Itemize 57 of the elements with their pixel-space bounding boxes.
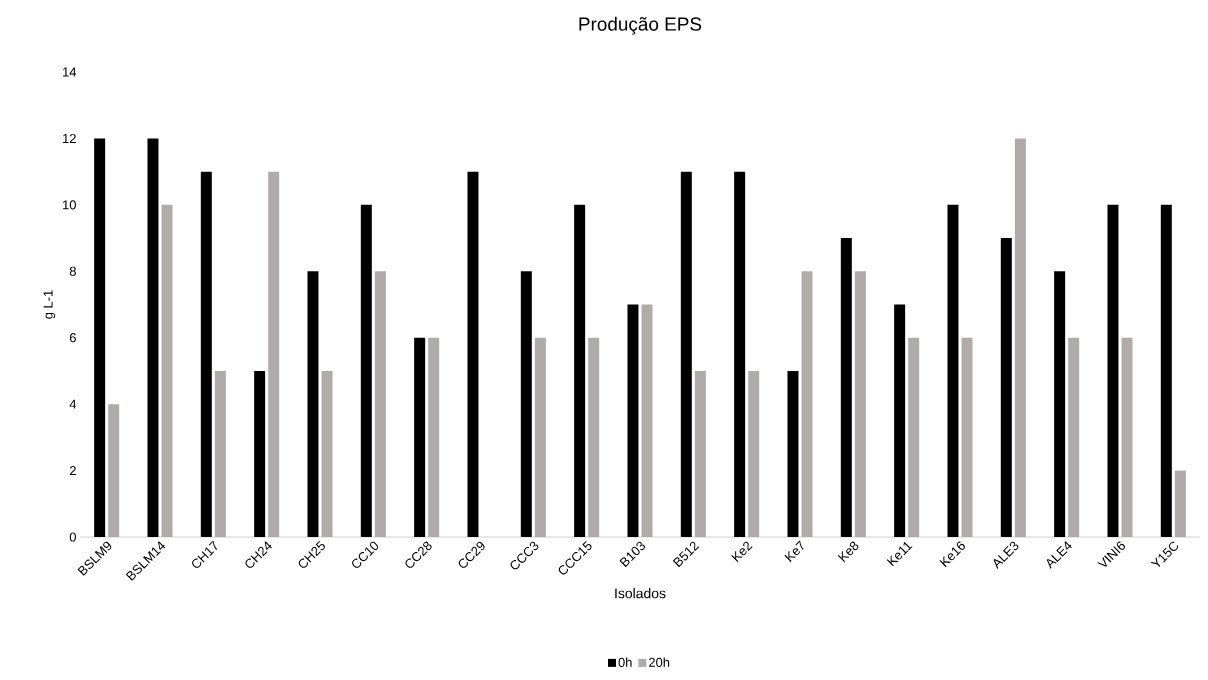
bar (1054, 271, 1066, 537)
bar (854, 271, 866, 537)
legend-label: 0h (618, 657, 632, 667)
bar (801, 271, 813, 537)
bar (1121, 337, 1133, 537)
bar (94, 138, 106, 537)
bar (908, 337, 920, 537)
bar (1160, 204, 1172, 537)
bar (961, 337, 973, 537)
y-tick-label: 10 (63, 200, 76, 210)
y-tick-label: 6 (69, 333, 76, 343)
x-tick-label: Ke8 (837, 541, 859, 563)
bar (161, 204, 173, 537)
x-tick-label: Ke2 (731, 541, 753, 563)
bar (748, 370, 760, 537)
chart-title: Produção EPS (579, 16, 702, 35)
y-tick-label: 14 (63, 67, 77, 77)
bar (1068, 337, 1080, 537)
bar (467, 171, 479, 537)
bar (307, 271, 319, 537)
bar (734, 171, 746, 537)
x-tick-label: Ke7 (784, 540, 804, 562)
bar (428, 337, 440, 537)
bar (680, 171, 692, 537)
bar (414, 337, 426, 537)
bar (374, 271, 386, 537)
bar (627, 304, 639, 537)
y-tick-label: 8 (69, 266, 76, 276)
bar (360, 204, 372, 537)
y-tick-label: 12 (63, 133, 76, 143)
bar (641, 304, 653, 537)
bar (268, 171, 280, 537)
x-axis-title: Isolados (615, 588, 666, 599)
y-axis-title: g L-1 (43, 290, 56, 319)
bar (200, 171, 212, 537)
legend-label: 20h (649, 657, 670, 667)
bar (520, 271, 532, 537)
bar (1014, 138, 1026, 537)
bar (694, 370, 706, 537)
bar (214, 370, 226, 537)
bar (947, 204, 959, 537)
bar (787, 370, 799, 537)
bar (534, 337, 546, 537)
bar (588, 337, 600, 537)
y-tick-label: 4 (69, 399, 77, 409)
bar (108, 404, 120, 537)
y-tick-label: 2 (69, 466, 76, 476)
bar (1174, 470, 1186, 537)
bar (840, 238, 852, 537)
bar (574, 204, 586, 537)
bar (254, 370, 266, 537)
bar (894, 304, 906, 537)
bar (321, 370, 333, 537)
bar (1107, 204, 1119, 537)
bar (147, 138, 159, 537)
bar (1000, 238, 1012, 537)
y-tick-label: 0 (69, 532, 76, 542)
